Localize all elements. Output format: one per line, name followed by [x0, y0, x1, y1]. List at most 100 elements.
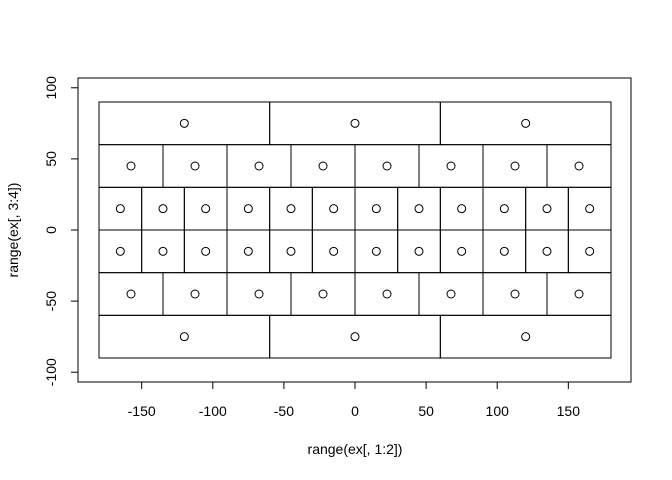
data-point — [499, 246, 509, 256]
cell-rect — [226, 229, 271, 274]
cell-rect — [567, 229, 612, 274]
data-point — [190, 289, 200, 299]
data-point — [585, 246, 595, 256]
y-tick-label: 0 — [43, 226, 59, 234]
data-point — [574, 161, 584, 171]
data-point — [243, 246, 253, 256]
y-axis-title: range(ex[, 3:4]) — [5, 183, 21, 278]
data-point — [318, 289, 328, 299]
cell-rect — [567, 186, 612, 231]
cell-rect — [418, 144, 484, 188]
data-point — [201, 204, 211, 214]
cell-rect — [162, 144, 228, 188]
cell-rect — [418, 272, 484, 316]
data-point — [254, 289, 264, 299]
data-point — [510, 161, 520, 171]
cell-rect — [226, 144, 292, 188]
cell-rect — [98, 144, 164, 188]
cell-rect — [98, 101, 271, 146]
cell-rect — [525, 229, 569, 274]
cell-rect — [269, 101, 441, 146]
cell-rect — [311, 229, 356, 274]
cell-rect — [290, 144, 356, 188]
cell-rect — [525, 186, 569, 231]
cell-rect — [98, 186, 143, 231]
data-point — [371, 204, 381, 214]
data-point — [329, 204, 339, 214]
data-point — [382, 289, 392, 299]
cell-rect — [397, 186, 441, 231]
data-point — [329, 246, 339, 256]
data-point — [542, 204, 552, 214]
data-point — [286, 204, 296, 214]
data-point — [350, 332, 360, 342]
data-point — [126, 289, 136, 299]
cell-rect — [439, 101, 612, 146]
data-point — [510, 289, 520, 299]
x-tick-label: -50 — [274, 403, 294, 419]
cell-rect — [269, 186, 313, 231]
data-point — [318, 161, 328, 171]
x-tick-label: 50 — [418, 403, 434, 419]
cell-rectangles — [98, 101, 612, 359]
cell-rect — [311, 186, 356, 231]
data-point — [457, 246, 467, 256]
data-point — [542, 246, 552, 256]
data-point — [286, 246, 296, 256]
cell-rect — [269, 229, 313, 274]
x-axis: -150 -100 -50 0 50 100 150 — [128, 381, 581, 419]
cell-rect — [290, 272, 356, 316]
cell-rect — [226, 186, 271, 231]
cell-rect — [226, 272, 292, 316]
data-point — [446, 289, 456, 299]
data-point — [521, 118, 531, 128]
data-point — [115, 204, 125, 214]
cell-rect — [98, 229, 143, 274]
cell-rect — [269, 314, 441, 359]
cell-rect — [439, 229, 484, 274]
data-point — [574, 289, 584, 299]
cell-rect — [439, 186, 484, 231]
data-point — [499, 204, 509, 214]
cell-rect — [354, 229, 399, 274]
y-tick-label: -100 — [43, 358, 59, 386]
data-point — [371, 246, 381, 256]
cell-rect — [354, 272, 420, 316]
cell-rect — [482, 144, 548, 188]
x-tick-label: 100 — [486, 403, 510, 419]
cell-rect — [546, 272, 612, 316]
x-tick-label: 150 — [557, 403, 581, 419]
x-tick-label: 0 — [351, 403, 359, 419]
y-tick-label: 100 — [43, 76, 59, 100]
cell-rect — [439, 314, 612, 359]
data-point — [201, 246, 211, 256]
data-point — [179, 332, 189, 342]
cell-rect — [354, 144, 420, 188]
y-axis: -100 -50 0 50 100 — [43, 76, 79, 386]
cell-rect — [162, 272, 228, 316]
cell-rect — [482, 186, 527, 231]
cell-rect — [482, 272, 548, 316]
cell-rect — [482, 229, 527, 274]
x-tick-label: -100 — [199, 403, 227, 419]
data-point — [521, 332, 531, 342]
y-tick-label: -50 — [43, 291, 59, 311]
data-point — [414, 246, 424, 256]
cell-rect — [546, 144, 612, 188]
cell-rect — [141, 186, 185, 231]
data-point — [158, 204, 168, 214]
data-point — [243, 204, 253, 214]
y-tick-label: 50 — [43, 151, 59, 167]
data-point — [179, 118, 189, 128]
x-tick-label: -150 — [128, 403, 156, 419]
data-point — [446, 161, 456, 171]
data-point — [457, 204, 467, 214]
data-point — [158, 246, 168, 256]
data-point — [585, 204, 595, 214]
data-point — [126, 161, 136, 171]
data-point — [382, 161, 392, 171]
cell-rect — [141, 229, 185, 274]
cell-rect — [354, 186, 399, 231]
